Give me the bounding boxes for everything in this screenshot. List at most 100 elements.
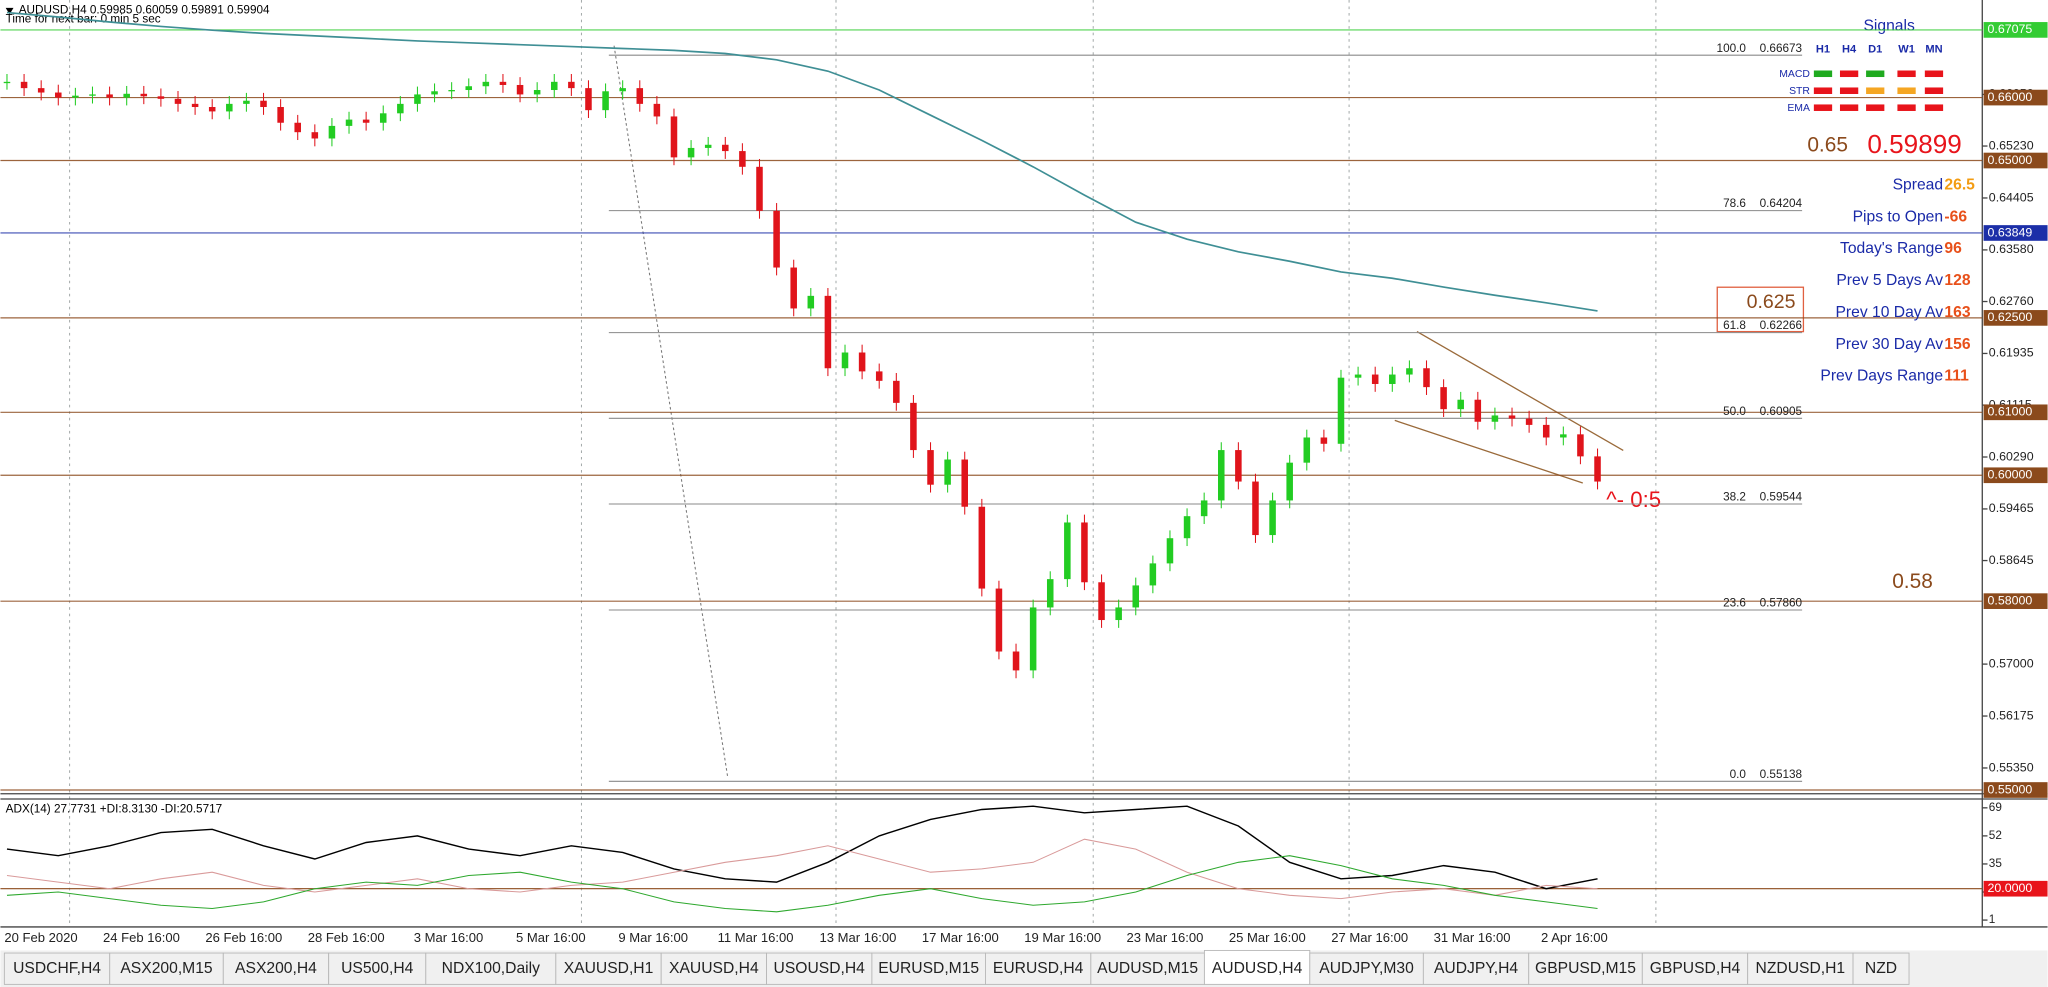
arrow-note: ^- 0:5 (1606, 487, 1661, 512)
level-label: 0.61000 (1987, 405, 2032, 419)
tab-label: USDCHF,H4 (13, 960, 101, 977)
tab-background (1422, 952, 1530, 985)
stat-value: 111 (1944, 368, 1969, 385)
tab[interactable]: XAUUSD,H4 (660, 952, 768, 985)
signal-column: H1 (1816, 44, 1830, 56)
candle (704, 144, 712, 148)
candle (328, 125, 336, 139)
tab[interactable]: NZDUSD,H1 (1747, 952, 1854, 985)
candle (961, 459, 968, 507)
tab[interactable]: XAUUSD,H1 (555, 952, 662, 985)
price-tick-label: 0.57000 (1989, 656, 2034, 670)
signal-block (1866, 70, 1885, 78)
tab-background (1641, 952, 1749, 985)
time-label: 31 Mar 16:00 (1434, 930, 1511, 945)
fib-level: 78.6 (1723, 197, 1746, 210)
candle (636, 88, 644, 104)
candle (722, 144, 729, 152)
signal-column: MN (1925, 44, 1942, 56)
fib-price: 0.57860 (1760, 597, 1803, 610)
candle (362, 119, 370, 123)
signal-block (1897, 70, 1916, 78)
tab-label: AUDUSD,M15 (1097, 960, 1198, 977)
tab-label: US500,H4 (341, 960, 414, 977)
signal-block (1813, 87, 1833, 94)
signal-block (1897, 104, 1916, 111)
tab-label: XAUUSD,H1 (564, 960, 654, 977)
level-box (1716, 286, 1805, 333)
candle (414, 94, 421, 104)
tab[interactable]: EURUSD,M15 (871, 952, 986, 985)
menu-triangle[interactable] (5, 7, 14, 15)
candle (1371, 374, 1379, 384)
tab[interactable]: AUDUSD,H4 (1203, 949, 1311, 985)
candle (1098, 582, 1105, 621)
price-tick-label: 0.61935 (1989, 346, 2034, 360)
tab[interactable]: GBPUSD,H4 (1641, 952, 1749, 985)
candle (1081, 522, 1088, 583)
signal-row: MACD (1779, 69, 1810, 80)
signal-block (1924, 87, 1944, 94)
candle (893, 380, 900, 403)
tab-background (1203, 949, 1311, 985)
tab[interactable]: GBPUSD,M15 (1528, 952, 1643, 985)
tab[interactable]: NZD (1852, 952, 1910, 985)
candle (482, 81, 490, 87)
candle (619, 88, 626, 92)
candle (123, 93, 130, 98)
candle (191, 103, 199, 108)
level-box (1983, 467, 2048, 484)
candle (311, 132, 319, 139)
tab[interactable]: US500,H4 (328, 952, 427, 985)
price-tick-label: 0.60290 (1989, 449, 2034, 463)
tab[interactable]: ASX200,M15 (109, 952, 224, 985)
level-label: 0.63849 (1987, 225, 2032, 239)
tab[interactable]: USDCHF,H4 (3, 952, 111, 985)
candle (568, 81, 575, 89)
indicator-level-box (1983, 880, 2048, 897)
tab[interactable]: AUDJPY,H4 (1422, 952, 1530, 985)
signal-block (1866, 104, 1885, 111)
candle (1046, 579, 1054, 608)
tab-label: ASX200,H4 (235, 960, 317, 977)
time-label: 25 Mar 16:00 (1229, 930, 1306, 945)
tab[interactable]: AUDUSD,M15 (1090, 952, 1205, 985)
signal-column: W1 (1898, 44, 1915, 56)
signal-column: D1 (1868, 44, 1882, 56)
indicator-line (6, 805, 1598, 890)
level-box (1983, 593, 2048, 609)
indicator-tick-label: 1 (1989, 913, 1996, 926)
signal-block (1866, 87, 1885, 94)
candle (1542, 424, 1550, 438)
tab-background (660, 952, 768, 985)
candle (1491, 415, 1499, 422)
tab[interactable]: EURUSD,H4 (985, 952, 1092, 985)
fib-price: 0.60905 (1760, 405, 1803, 418)
candle (1235, 450, 1242, 482)
tab[interactable]: NDX100,Daily (425, 952, 557, 985)
candle (140, 93, 148, 97)
candle (995, 588, 1003, 652)
signal-block (1924, 70, 1944, 78)
candle (1218, 450, 1225, 501)
fib-level: 0.0 (1730, 768, 1747, 781)
vertical-grid (69, 0, 1657, 927)
candle (1474, 399, 1482, 422)
stat-value: -66 (1944, 208, 1967, 225)
candle (20, 81, 28, 89)
candle (1286, 462, 1293, 501)
level-label: 0.62500 (1987, 310, 2032, 324)
time-label: 9 Mar 16:00 (618, 930, 688, 945)
tab[interactable]: ASX200,H4 (222, 952, 330, 985)
time-label: 23 Mar 16:00 (1127, 930, 1204, 945)
signal-block (1813, 70, 1833, 78)
level-label: 0.55000 (1987, 782, 2032, 796)
level-label: 0.58000 (1987, 593, 2032, 607)
candle (1594, 456, 1601, 482)
tab[interactable]: USOUSD,H4 (766, 952, 873, 985)
stat-label: Prev 5 Days Av (1836, 272, 1943, 289)
tab-label: NZDUSD,H1 (1756, 960, 1846, 977)
tab[interactable]: AUDJPY,M30 (1309, 952, 1424, 985)
stat-label: Prev Days Range (1820, 368, 1943, 385)
time-label: 11 Mar 16:00 (718, 930, 794, 945)
